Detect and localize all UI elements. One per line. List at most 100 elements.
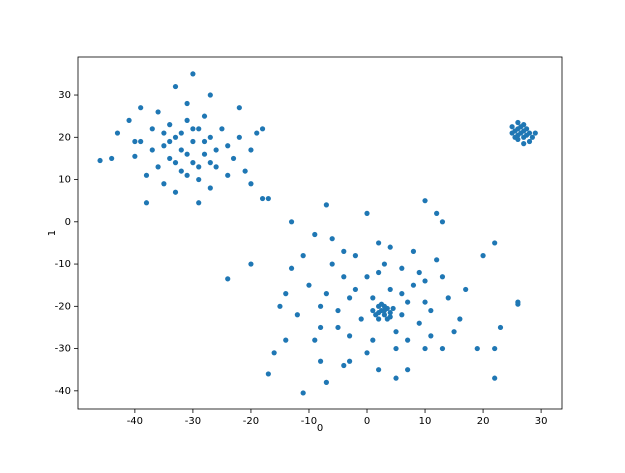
point [358, 316, 364, 322]
point [381, 312, 388, 318]
point [518, 124, 524, 130]
x-tick-label: -10 [301, 416, 317, 427]
point [329, 236, 335, 242]
point [126, 117, 132, 123]
point [492, 240, 498, 246]
point [248, 261, 254, 267]
point [312, 231, 318, 238]
point [143, 172, 150, 178]
point [196, 200, 202, 206]
point [196, 164, 202, 170]
point [387, 286, 393, 293]
point [172, 160, 179, 166]
point [207, 134, 213, 140]
point [399, 265, 405, 271]
point [405, 337, 411, 343]
point [271, 350, 277, 356]
point [288, 219, 295, 225]
point [306, 282, 312, 288]
point [416, 320, 422, 326]
point [529, 134, 536, 140]
point [190, 126, 196, 132]
point [143, 200, 150, 206]
point [410, 248, 417, 254]
point [207, 185, 213, 191]
point [422, 198, 428, 204]
x-tick-label: 20 [477, 416, 490, 427]
y-tick-label: 10 [58, 175, 71, 186]
point [381, 261, 388, 267]
point [515, 299, 521, 305]
point [370, 295, 376, 301]
point [190, 71, 196, 77]
y-tick-label: -30 [55, 344, 71, 355]
point [341, 274, 347, 280]
x-tick-label: -40 [127, 416, 143, 427]
point [434, 257, 440, 263]
point [317, 303, 324, 309]
y-tick-label: -40 [55, 386, 71, 397]
point [184, 117, 190, 123]
point [265, 371, 271, 377]
point [259, 126, 266, 132]
point [254, 130, 260, 136]
point [422, 278, 428, 284]
point [376, 240, 382, 246]
x-tick-label: 0 [364, 416, 370, 427]
point [515, 119, 521, 126]
point [178, 130, 184, 136]
x-tick-label: 10 [419, 416, 432, 427]
point [378, 301, 385, 307]
point [317, 324, 324, 331]
point [376, 310, 382, 316]
point [393, 345, 399, 352]
point [184, 172, 190, 178]
point [172, 189, 179, 195]
point [149, 147, 155, 153]
point [283, 291, 289, 297]
point [384, 316, 390, 322]
point [283, 337, 289, 343]
point [207, 92, 213, 98]
point [213, 147, 219, 153]
point [138, 138, 144, 145]
point [428, 307, 434, 314]
x-tick-label: 30 [535, 416, 548, 427]
point [155, 164, 161, 170]
point [155, 109, 161, 115]
point [184, 100, 190, 107]
point [161, 181, 167, 187]
point [364, 350, 370, 356]
point [178, 168, 184, 174]
point [387, 310, 393, 316]
y-tick-label: -10 [55, 259, 71, 270]
point [352, 286, 359, 293]
point [521, 128, 527, 134]
point [393, 329, 399, 335]
point [172, 134, 179, 140]
point [312, 337, 318, 343]
point [149, 126, 155, 132]
point [207, 160, 213, 166]
point [422, 299, 428, 305]
point [161, 130, 167, 136]
point [132, 153, 138, 159]
point [399, 291, 405, 297]
point [323, 379, 329, 385]
point [190, 160, 196, 166]
point [405, 367, 411, 373]
y-tick-label: 0 [65, 217, 71, 228]
point [242, 168, 248, 174]
point [97, 157, 103, 164]
point [230, 155, 237, 162]
point [346, 295, 353, 301]
point [399, 312, 405, 318]
point [201, 113, 208, 119]
point [515, 132, 521, 138]
point [259, 195, 266, 202]
point [492, 345, 498, 352]
point [323, 202, 329, 208]
point [521, 141, 527, 147]
point [439, 274, 446, 280]
